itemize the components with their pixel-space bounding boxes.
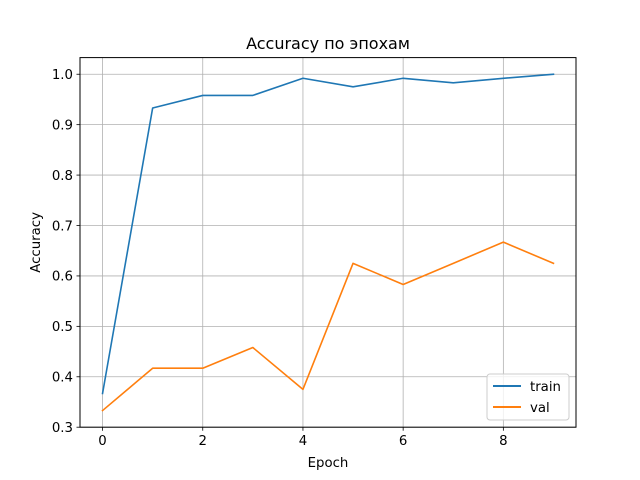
chart-title: Accuracy по эпохам <box>246 34 410 53</box>
series-lines <box>101 73 555 412</box>
y-tick-label: 0.9 <box>52 118 73 133</box>
x-tick-label: 6 <box>399 434 407 449</box>
plot-area-frame <box>79 57 577 428</box>
series-line-train <box>101 73 555 395</box>
legend-label-train: train <box>530 380 561 395</box>
x-axis-title: Epoch <box>308 456 349 471</box>
legend: train val <box>486 373 570 421</box>
legend-label-val: val <box>530 401 550 416</box>
y-axis-ticks: 0.3 0.4 0.5 0.6 0.7 0.8 0.9 1.0 <box>52 68 80 436</box>
y-tick-label: 0.6 <box>52 270 73 285</box>
x-tick-label: 0 <box>98 434 106 449</box>
y-tick-label: 0.5 <box>52 320 73 335</box>
x-tick-label: 2 <box>199 434 207 449</box>
y-tick-label: 0.3 <box>52 421 73 436</box>
y-tick-label: 0.4 <box>52 371 73 386</box>
y-tick-label: 0.8 <box>52 169 73 184</box>
y-axis-title: Accuracy <box>29 212 44 273</box>
y-tick-label: 0.7 <box>52 219 73 234</box>
x-tick-label: 4 <box>299 434 307 449</box>
x-axis-ticks: 0 2 4 6 8 <box>98 427 508 449</box>
x-tick-label: 8 <box>499 434 507 449</box>
y-tick-label: 1.0 <box>52 68 73 83</box>
series-line-val <box>101 241 555 412</box>
grid-lines <box>80 57 576 428</box>
